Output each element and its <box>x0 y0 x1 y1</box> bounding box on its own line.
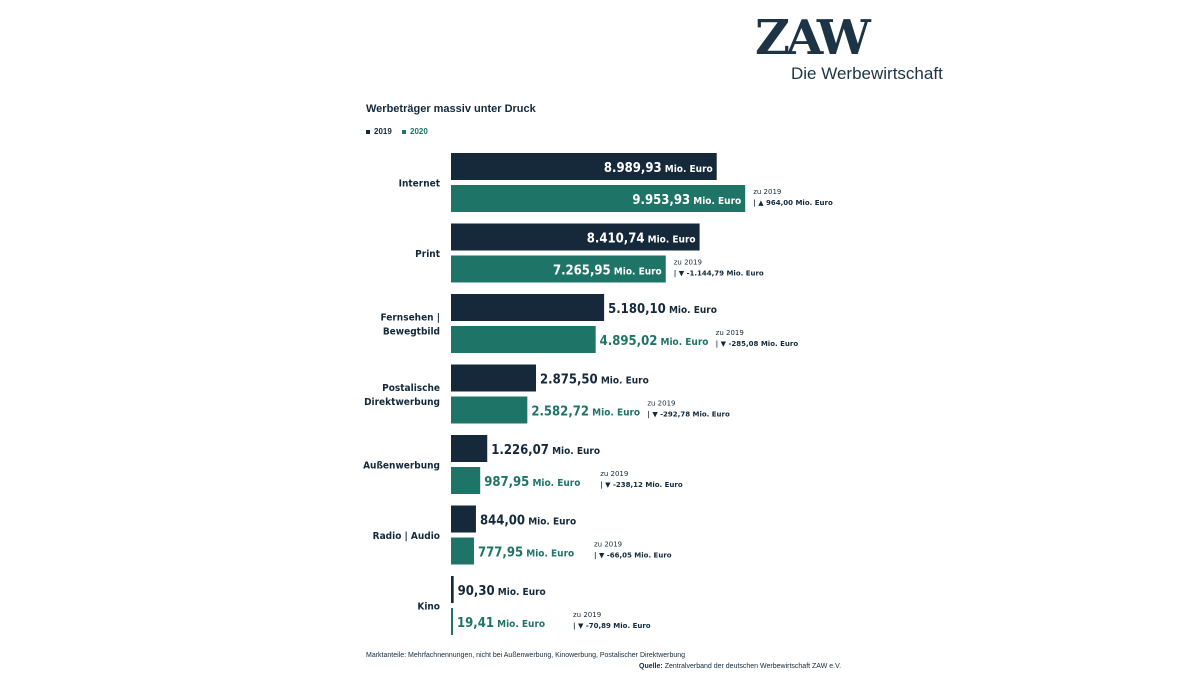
legend-label-2020: 2020 <box>410 127 428 136</box>
delta-value-4: | ▼ -238,12 Mio. Euro <box>600 481 683 490</box>
value-label-2020-6: 19,41 Mio. Euro <box>457 616 545 631</box>
delta-value-3: | ▼ -292,78 Mio. Euro <box>647 411 730 420</box>
bar-2019-2 <box>451 294 605 321</box>
bar-2019-1 <box>451 223 700 251</box>
delta-prefix-6: zu 2019 <box>573 611 601 619</box>
delta-value-6: | ▼ -70,89 Mio. Euro <box>573 622 651 631</box>
category-label-1: Print <box>415 249 441 260</box>
delta-prefix-3: zu 2019 <box>647 400 675 408</box>
bar-2020-6 <box>451 608 453 635</box>
value-label-2019-0: 8.989,93 Mio. Euro <box>604 161 713 176</box>
delta-prefix-2: zu 2019 <box>716 329 744 337</box>
bar-2020-2 <box>451 326 596 353</box>
category-label-2-0: Fernsehen | <box>381 313 440 324</box>
bar-2020-5 <box>451 537 474 565</box>
zaw-logo: ZAW Die Werbewirtschaft <box>755 12 945 86</box>
value-label-2019-3: 2.875,50 Mio. Euro <box>540 373 649 388</box>
bar-2019-5 <box>451 505 476 533</box>
logo-subtitle: Die Werbewirtschaft <box>791 64 943 83</box>
delta-prefix-4: zu 2019 <box>600 470 628 478</box>
legend-label-2019: 2019 <box>374 127 392 136</box>
legend-item-2020: 2020 <box>402 127 428 136</box>
value-label-2020-4: 987,95 Mio. Euro <box>484 475 580 490</box>
category-label-2-1: Bewegtbild <box>383 327 440 338</box>
source-label: Quelle: <box>639 663 663 670</box>
value-label-2019-5: 844,00 Mio. Euro <box>480 514 576 529</box>
bar-2019-6 <box>451 576 454 603</box>
footnote: Marktanteile: Mehrfachnennungen, nicht b… <box>366 652 686 659</box>
value-label-2019-4: 1.226,07 Mio. Euro <box>491 443 600 458</box>
value-label-2019-1: 8.410,74 Mio. Euro <box>587 232 696 247</box>
legend: 2019 2020 <box>366 127 436 136</box>
category-label-3-1: Direktwerbung <box>364 397 440 408</box>
delta-prefix-1: zu 2019 <box>674 259 702 267</box>
legend-swatch-2019 <box>366 129 370 134</box>
value-label-2020-2: 4.895,02 Mio. Euro <box>600 334 709 349</box>
delta-value-2: | ▼ -285,08 Mio. Euro <box>716 340 799 349</box>
bar-2020-3 <box>451 396 528 424</box>
value-label-2019-6: 90,30 Mio. Euro <box>458 584 546 599</box>
value-label-2020-5: 777,95 Mio. Euro <box>478 546 574 561</box>
category-label-5: Radio | Audio <box>373 531 440 542</box>
value-label-2020-0: 9.953,93 Mio. Euro <box>632 193 741 208</box>
delta-value-1: | ▼ -1.144,79 Mio. Euro <box>674 270 764 279</box>
bar-2020-0 <box>451 185 746 212</box>
category-label-3-0: Postalische <box>382 383 440 394</box>
value-label-2020-1: 7.265,95 Mio. Euro <box>553 264 662 279</box>
bar-2019-3 <box>451 364 536 392</box>
delta-prefix-5: zu 2019 <box>594 541 622 549</box>
bar-2020-1 <box>451 255 666 283</box>
chart-title: Werbeträger massiv unter Druck <box>366 103 536 115</box>
category-label-0: Internet <box>399 179 441 190</box>
delta-prefix-0: zu 2019 <box>753 188 781 196</box>
category-label-4: Außenwerbung <box>363 461 440 472</box>
value-label-2020-3: 2.582,72 Mio. Euro <box>531 405 640 420</box>
category-label-6: Kino <box>417 602 440 613</box>
bar-2019-4 <box>451 435 488 462</box>
legend-swatch-2020 <box>402 129 407 134</box>
value-label-2019-2: 5.180,10 Mio. Euro <box>608 302 717 317</box>
logo-mark: ZAW <box>755 10 871 66</box>
legend-item-2019: 2019 <box>366 127 394 136</box>
delta-value-5: | ▼ -66,05 Mio. Euro <box>594 552 672 561</box>
delta-value-0: | ▲ 964,00 Mio. Euro <box>753 199 833 208</box>
bar-2019-0 <box>451 153 717 180</box>
source: Quelle: Zentralverband der deutschen Wer… <box>639 663 841 670</box>
source-text: Zentralverband der deutschen Werbewirtsc… <box>664 663 842 670</box>
bar-2020-4 <box>451 467 481 494</box>
